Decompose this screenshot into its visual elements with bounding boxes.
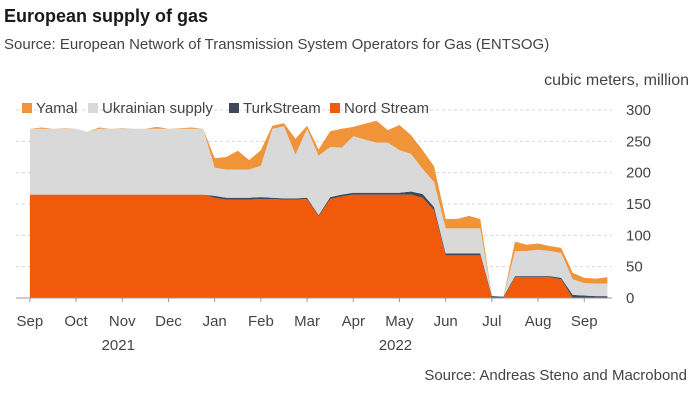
stacked-areas <box>16 120 612 299</box>
y-tick-label: 250 <box>626 133 651 150</box>
x-tick-label: Sep <box>17 313 44 330</box>
x-tick-label: Nov <box>109 313 136 330</box>
y-tick-label: 50 <box>626 259 643 276</box>
legend: Yamal Ukrainian supply TurkStream Nord Stre… <box>22 100 429 117</box>
chart-subtitle: Source: European Network of Transmission… <box>4 36 550 53</box>
x-tick-label: Jul <box>482 313 501 330</box>
y-tick-label: 0 <box>626 290 634 307</box>
x-tick-label: Apr <box>342 313 365 330</box>
x-axis: Sep Oct Nov Dec Jan Feb Mar Apr May Jun Jul Aug Sep 2… <box>17 298 598 354</box>
legend-swatch-yamal <box>22 103 32 113</box>
legend-label-ukrainian-supply: Ukrainian supply <box>102 100 213 117</box>
x-tick-label: Aug <box>525 313 552 330</box>
y-tick-label: 100 <box>626 227 651 244</box>
legend-swatch-ukrainian-supply <box>88 103 98 113</box>
x-tick-label: Oct <box>64 313 88 330</box>
y-tick-label: 300 <box>626 102 651 119</box>
y-axis-label: cubic meters, million <box>544 72 689 89</box>
legend-swatch-nord-stream <box>330 103 340 113</box>
area-ukrainian-supply <box>29 126 608 297</box>
x-tick-label: May <box>385 313 414 330</box>
x-tick-label: Sep <box>571 313 598 330</box>
y-axis: 0 50 100 150 200 250 300 <box>626 102 651 307</box>
x-tick-label: Dec <box>155 313 182 330</box>
chart-title: European supply of gas <box>4 6 209 26</box>
x-tick-label: Jan <box>203 313 227 330</box>
year-label: 2021 <box>102 337 135 354</box>
legend-label-yamal: Yamal <box>36 100 77 117</box>
legend-label-nord-stream: Nord Stream <box>344 100 429 117</box>
x-tick-label: Mar <box>294 313 320 330</box>
x-tick-label: Feb <box>248 313 274 330</box>
year-label: 2022 <box>379 337 412 354</box>
y-tick-label: 150 <box>626 196 651 213</box>
legend-swatch-turkstream <box>229 103 239 113</box>
source-note: Source: Andreas Steno and Macrobond <box>424 367 687 384</box>
area-nord-stream <box>29 194 608 298</box>
y-tick-label: 200 <box>626 165 651 182</box>
x-tick-label: Jun <box>434 313 458 330</box>
legend-label-turkstream: TurkStream <box>243 100 321 117</box>
